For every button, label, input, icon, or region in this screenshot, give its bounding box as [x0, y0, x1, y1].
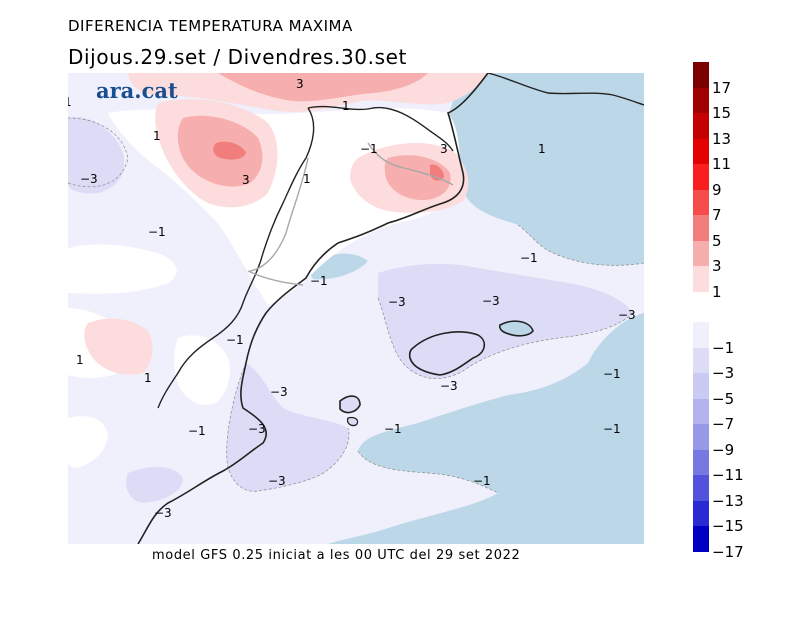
warm-region-southwest — [84, 318, 153, 375]
contour-label: −1 — [148, 225, 166, 239]
island-ibiza — [339, 395, 361, 414]
sea-region-southeast — [328, 313, 644, 544]
legend-swatch — [693, 475, 709, 501]
contour-line-c — [226, 362, 350, 492]
coastline — [137, 73, 489, 544]
contour-label: −1 — [310, 274, 328, 288]
legend-swatch — [693, 62, 709, 88]
contour-label: 3 — [440, 142, 448, 156]
border-line-inland — [157, 107, 315, 409]
legend-swatch — [693, 347, 709, 373]
legend-label: 7 — [712, 206, 722, 224]
contour-label: 1 — [303, 172, 311, 186]
ara-cat-logo: ara.cat — [96, 78, 178, 103]
legend-swatch — [693, 138, 709, 164]
legend-label: 5 — [712, 231, 722, 250]
neutral-region-southwest — [68, 416, 108, 468]
warm-region-pyrenees-core — [213, 141, 246, 160]
contour-label: −3 — [80, 172, 98, 186]
legend-swatch — [693, 240, 709, 266]
legend-label: −15 — [712, 517, 744, 535]
legend-label: −5 — [712, 389, 735, 408]
contour-label: −3 — [154, 506, 172, 520]
contour-label: 1 — [76, 353, 84, 367]
island-menorca — [498, 320, 534, 337]
cool-region-southwest — [126, 466, 183, 503]
legend-swatch — [693, 424, 709, 450]
neutral-region-northwest — [68, 244, 177, 294]
contour-label: −3 — [618, 308, 636, 322]
contour-label: 3 — [242, 173, 250, 187]
legend-swatch — [693, 398, 709, 424]
legend-label: −17 — [712, 542, 744, 561]
temperature-map: 1 1 3 3 1 −1 3 1 1 −3 −1 −1 −1 −3 −3 −3 … — [68, 73, 644, 544]
contour-label: −3 — [440, 379, 458, 393]
legend-label: −3 — [712, 364, 735, 382]
sea-region-northeast — [448, 73, 644, 266]
contour-label: −1 — [603, 422, 621, 436]
contour-line-d — [357, 450, 499, 494]
contour-label: 1 — [68, 95, 72, 109]
legend-swatch — [693, 373, 709, 399]
border-line-france — [487, 73, 644, 106]
contour-label: 1 — [144, 371, 152, 385]
contour-label: −1 — [188, 424, 206, 438]
legend-label: −9 — [712, 440, 735, 459]
island-mallorca — [408, 331, 486, 376]
legend-swatch — [693, 322, 709, 348]
contour-label: 1 — [153, 129, 161, 143]
legend-label: −13 — [712, 491, 744, 510]
legend-swatch — [693, 500, 709, 526]
legend-label: 3 — [712, 257, 722, 275]
legend-label: 15 — [712, 104, 732, 122]
legend-label: −1 — [712, 338, 735, 357]
legend-swatch — [693, 113, 709, 139]
contour-label: −3 — [248, 422, 266, 436]
contour-label: −3 — [270, 385, 288, 399]
legend-label: 13 — [712, 129, 732, 148]
legend-swatch — [693, 87, 709, 113]
contour-label: −1 — [473, 474, 491, 488]
contour-label: −3 — [268, 474, 286, 488]
contour-labels: 1 1 3 3 1 −1 3 1 1 −3 −1 −1 −1 −3 −3 −3 … — [68, 77, 636, 488]
contour-label: −3 — [482, 294, 500, 308]
region-border-gray — [247, 142, 454, 286]
legend-swatch — [693, 526, 709, 552]
contour-line-b — [377, 297, 634, 379]
contour-label: −1 — [226, 333, 244, 347]
warm-region-north-top-inner — [218, 73, 428, 102]
contour-label: −1 — [360, 142, 378, 156]
cool-region-central-south — [226, 363, 349, 492]
legend-swatch — [693, 215, 709, 241]
legend-swatch — [693, 189, 709, 215]
legend-swatch — [693, 164, 709, 190]
contour-label: 3 — [296, 77, 304, 91]
model-footer: model GFS 0.25 iniciat a les 00 UTC del … — [152, 548, 521, 563]
contour-label: 1 — [538, 142, 546, 156]
legend-label: 11 — [712, 155, 732, 173]
map-title: DIFERENCIA TEMPERATURA MAXIMA — [68, 17, 353, 35]
legend-label: 9 — [712, 180, 722, 199]
contour-label: −1 — [520, 251, 538, 265]
legend-label: −11 — [712, 466, 744, 484]
contour-label: 1 — [342, 99, 350, 113]
contour-label: −1 — [384, 422, 402, 436]
contour-line-e — [517, 224, 644, 266]
legend-label: −7 — [712, 415, 735, 433]
map-subtitle: Dijous.29.set / Divendres.30.set — [68, 45, 407, 69]
neutral-region-inland — [174, 335, 230, 405]
contour-label: −1 — [603, 367, 621, 381]
legend-swatch — [693, 266, 709, 292]
contour-line-a — [68, 117, 129, 188]
legend-label: 17 — [712, 78, 732, 97]
legend-swatch — [693, 449, 709, 475]
border-line-pyrenees — [307, 105, 454, 152]
legend-label: 1 — [712, 282, 722, 301]
island-formentera — [346, 416, 359, 427]
contour-label: −3 — [388, 295, 406, 309]
cool-region-west — [68, 117, 125, 194]
